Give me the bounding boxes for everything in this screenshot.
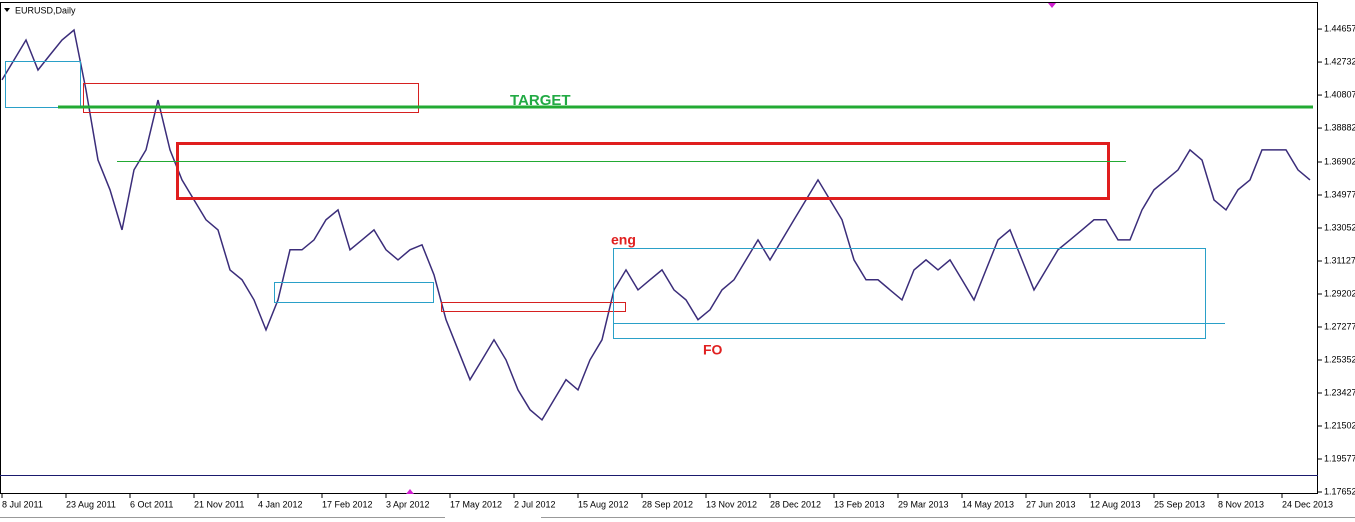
x-tick-label: 28 Dec 2012 bbox=[770, 499, 821, 509]
zone-box bbox=[441, 302, 626, 312]
series-layer bbox=[1, 28, 1311, 422]
zone-box bbox=[176, 142, 1110, 200]
marker bbox=[1048, 3, 1056, 8]
x-tick-label: 8 Nov 2013 bbox=[1218, 499, 1264, 509]
x-tick-label: 12 Aug 2013 bbox=[1090, 499, 1141, 509]
x-tick-label: 6 Oct 2011 bbox=[130, 499, 173, 509]
price-line bbox=[1, 28, 1311, 422]
x-tick-label: 28 Sep 2012 bbox=[642, 499, 693, 509]
x-tick-label: 21 Nov 2011 bbox=[194, 499, 244, 509]
marker bbox=[406, 489, 414, 494]
x-tick-label: 17 Feb 2012 bbox=[322, 499, 373, 509]
y-tick-label: 1.17652 bbox=[1324, 486, 1355, 496]
y-tick-label: 1.27277 bbox=[1324, 321, 1355, 331]
y-tick-label: 1.36902 bbox=[1324, 156, 1355, 166]
x-tick-label: 15 Aug 2012 bbox=[578, 499, 629, 509]
y-tick-label: 1.31127 bbox=[1324, 255, 1355, 265]
zone-box bbox=[83, 83, 419, 113]
y-tick-label: 1.23427 bbox=[1324, 387, 1355, 397]
y-tick-label: 1.29202 bbox=[1324, 288, 1355, 298]
plot-frame bbox=[0, 2, 1318, 494]
y-tick-label: 1.44657 bbox=[1324, 23, 1355, 33]
chart-title: EURUSD,Daily bbox=[15, 5, 76, 15]
x-tick-label: 3 Apr 2012 bbox=[386, 499, 430, 509]
y-tick-label: 1.42732 bbox=[1324, 56, 1355, 66]
x-tick-label: 29 Mar 2013 bbox=[898, 499, 949, 509]
annotation: FO bbox=[703, 342, 723, 358]
x-tick-label: 2 Jul 2012 bbox=[514, 499, 556, 509]
x-tick-label: 13 Feb 2013 bbox=[834, 499, 885, 509]
x-tick-label: 4 Jan 2012 bbox=[258, 499, 303, 509]
x-tick-label: 17 May 2012 bbox=[450, 499, 502, 509]
y-tick-label: 1.21502 bbox=[1324, 420, 1355, 430]
x-tick-label: 8 Jul 2011 bbox=[2, 499, 43, 509]
y-tick-label: 1.25352 bbox=[1324, 354, 1355, 364]
x-tick-label: 25 Sep 2013 bbox=[1154, 499, 1205, 509]
y-tick-label: 1.33052 bbox=[1324, 222, 1355, 232]
zone-box bbox=[274, 282, 434, 303]
x-tick-label: 14 May 2013 bbox=[962, 499, 1014, 509]
x-tick-label: 23 Aug 2011 bbox=[66, 499, 116, 509]
x-tick-label: 24 Dec 2013 bbox=[1282, 499, 1333, 509]
zone-box bbox=[5, 61, 81, 108]
annotation: eng bbox=[611, 232, 636, 248]
y-tick-label: 1.34977 bbox=[1324, 189, 1355, 199]
y-tick-label: 1.38882 bbox=[1324, 122, 1355, 132]
y-tick-label: 1.19577 bbox=[1324, 453, 1355, 463]
zone-box bbox=[613, 248, 1206, 339]
x-tick-label: 27 Jun 2013 bbox=[1026, 499, 1076, 509]
y-tick-label: 1.40807 bbox=[1324, 89, 1355, 99]
annotation: TARGET bbox=[510, 92, 571, 109]
menu-arrow[interactable] bbox=[4, 8, 10, 12]
x-tick-label: 13 Nov 2012 bbox=[706, 499, 757, 509]
